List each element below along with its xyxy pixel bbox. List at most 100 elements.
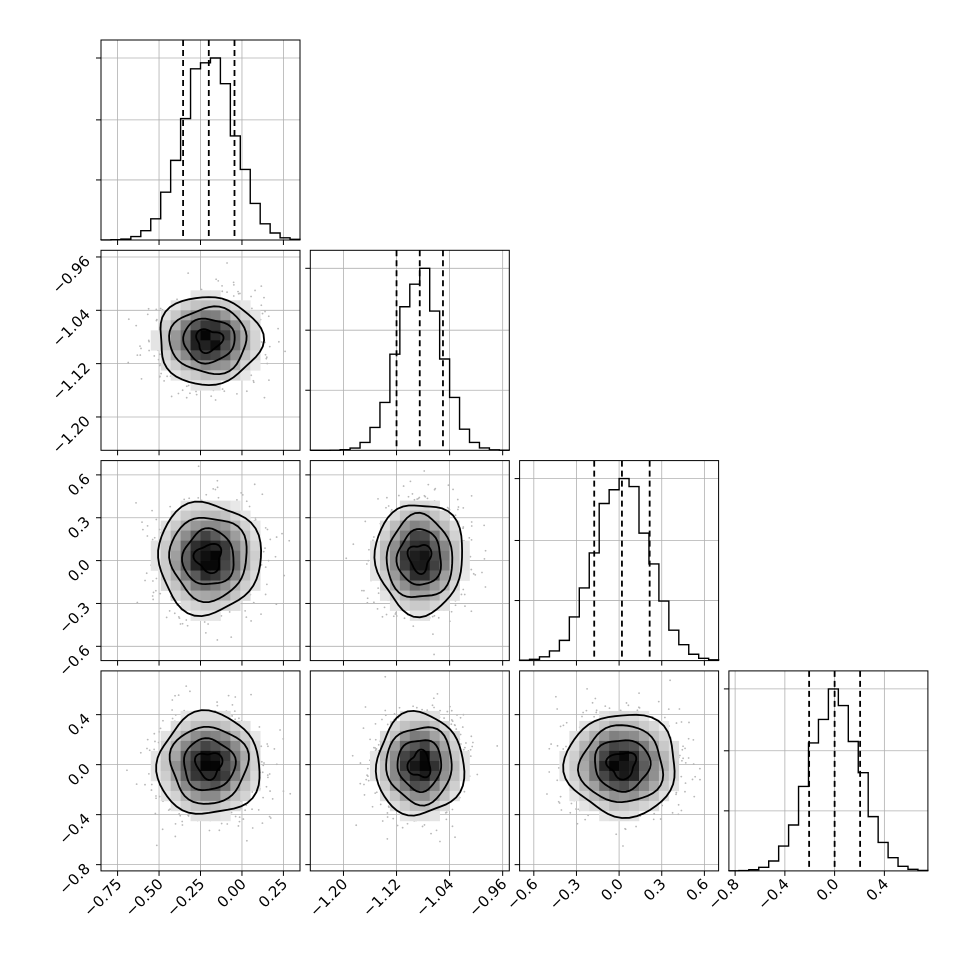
sample-point	[268, 379, 270, 381]
sample-point	[604, 705, 606, 707]
density-cell	[230, 551, 240, 561]
sample-point	[139, 354, 141, 356]
density-cell	[220, 571, 230, 581]
sample-point	[185, 685, 187, 687]
sample-point	[681, 749, 683, 751]
x-tick-label: −1.04	[412, 875, 457, 920]
y-tick-label: 0.3	[64, 513, 94, 543]
density-cell	[210, 791, 220, 801]
density-cell	[181, 340, 191, 350]
sample-point	[562, 748, 564, 750]
density-cell	[390, 511, 400, 521]
sample-point	[234, 710, 236, 712]
sample-point	[180, 623, 182, 625]
sample-point	[372, 806, 374, 808]
sample-point	[181, 821, 183, 823]
sample-point	[182, 623, 184, 625]
sample-point	[457, 509, 459, 511]
sample-point	[688, 722, 690, 724]
density-cell	[151, 340, 161, 350]
density-cell	[420, 551, 430, 561]
density-cell	[659, 771, 669, 781]
sample-point	[266, 743, 268, 745]
sample-point	[262, 771, 264, 773]
sample-point	[151, 510, 153, 512]
sample-point	[456, 714, 458, 716]
sample-point	[250, 296, 252, 298]
sample-point	[205, 632, 207, 634]
sample-point	[550, 743, 552, 745]
density-cell	[220, 360, 230, 370]
sample-point	[481, 572, 483, 574]
sample-point	[374, 792, 376, 794]
x-tick-label: −1.12	[359, 875, 404, 920]
density-cell	[230, 561, 240, 571]
sample-point	[448, 484, 450, 486]
density-cell	[619, 811, 629, 821]
sample-point	[678, 804, 680, 806]
density-cell	[220, 511, 230, 521]
density-cell	[201, 360, 211, 370]
sample-point	[162, 828, 164, 830]
sample-point	[169, 610, 171, 612]
sample-point	[246, 500, 248, 502]
density-cell	[440, 571, 450, 581]
sample-point	[140, 752, 142, 754]
sample-point	[363, 590, 365, 592]
sample-point	[382, 820, 384, 822]
sample-point	[174, 836, 176, 838]
sample-point	[250, 374, 252, 376]
sample-point	[451, 611, 453, 613]
sample-point	[622, 845, 624, 847]
sample-point	[581, 716, 583, 718]
sample-point	[141, 521, 143, 523]
sample-point	[159, 365, 161, 367]
sample-point	[408, 496, 410, 498]
density-cell	[171, 751, 181, 761]
sample-point	[470, 735, 472, 737]
sample-point	[159, 376, 161, 378]
sample-point	[283, 790, 285, 792]
sample-point	[668, 708, 670, 710]
sample-point	[596, 709, 598, 711]
sample-point	[156, 320, 158, 322]
density-cell	[400, 581, 410, 591]
sample-point	[451, 710, 453, 712]
sample-point	[238, 717, 240, 719]
x-tick-label: 0.0	[597, 875, 627, 905]
sample-point	[148, 341, 150, 343]
sample-point	[672, 812, 674, 814]
y-tick-label: 0.6	[64, 470, 94, 500]
sample-point	[253, 381, 255, 383]
sample-point	[268, 560, 270, 562]
sample-point	[189, 690, 191, 692]
sample-point	[410, 480, 412, 482]
sample-point	[154, 741, 156, 743]
sample-point	[615, 833, 617, 835]
sample-point	[680, 776, 682, 778]
sample-point	[432, 633, 434, 635]
density-cell	[579, 801, 589, 811]
sample-point	[398, 495, 400, 497]
sample-point	[635, 826, 637, 828]
sample-point	[209, 830, 211, 832]
sample-point	[424, 496, 426, 498]
panel-content	[101, 250, 300, 450]
sample-point	[218, 497, 220, 499]
density-cell	[201, 581, 211, 591]
y-tick-label: −1.04	[49, 305, 94, 350]
sample-point	[464, 747, 466, 749]
density-cell	[240, 781, 250, 791]
sample-point	[148, 350, 150, 352]
sample-point	[548, 748, 550, 750]
sample-point	[380, 804, 382, 806]
sample-point	[265, 527, 267, 529]
sample-point	[282, 738, 284, 740]
sample-point	[175, 714, 177, 716]
sample-point	[160, 308, 162, 310]
sample-point	[276, 536, 278, 538]
sample-point	[234, 718, 236, 720]
sample-point	[265, 566, 267, 568]
sample-point	[251, 808, 253, 810]
sample-point	[374, 747, 376, 749]
